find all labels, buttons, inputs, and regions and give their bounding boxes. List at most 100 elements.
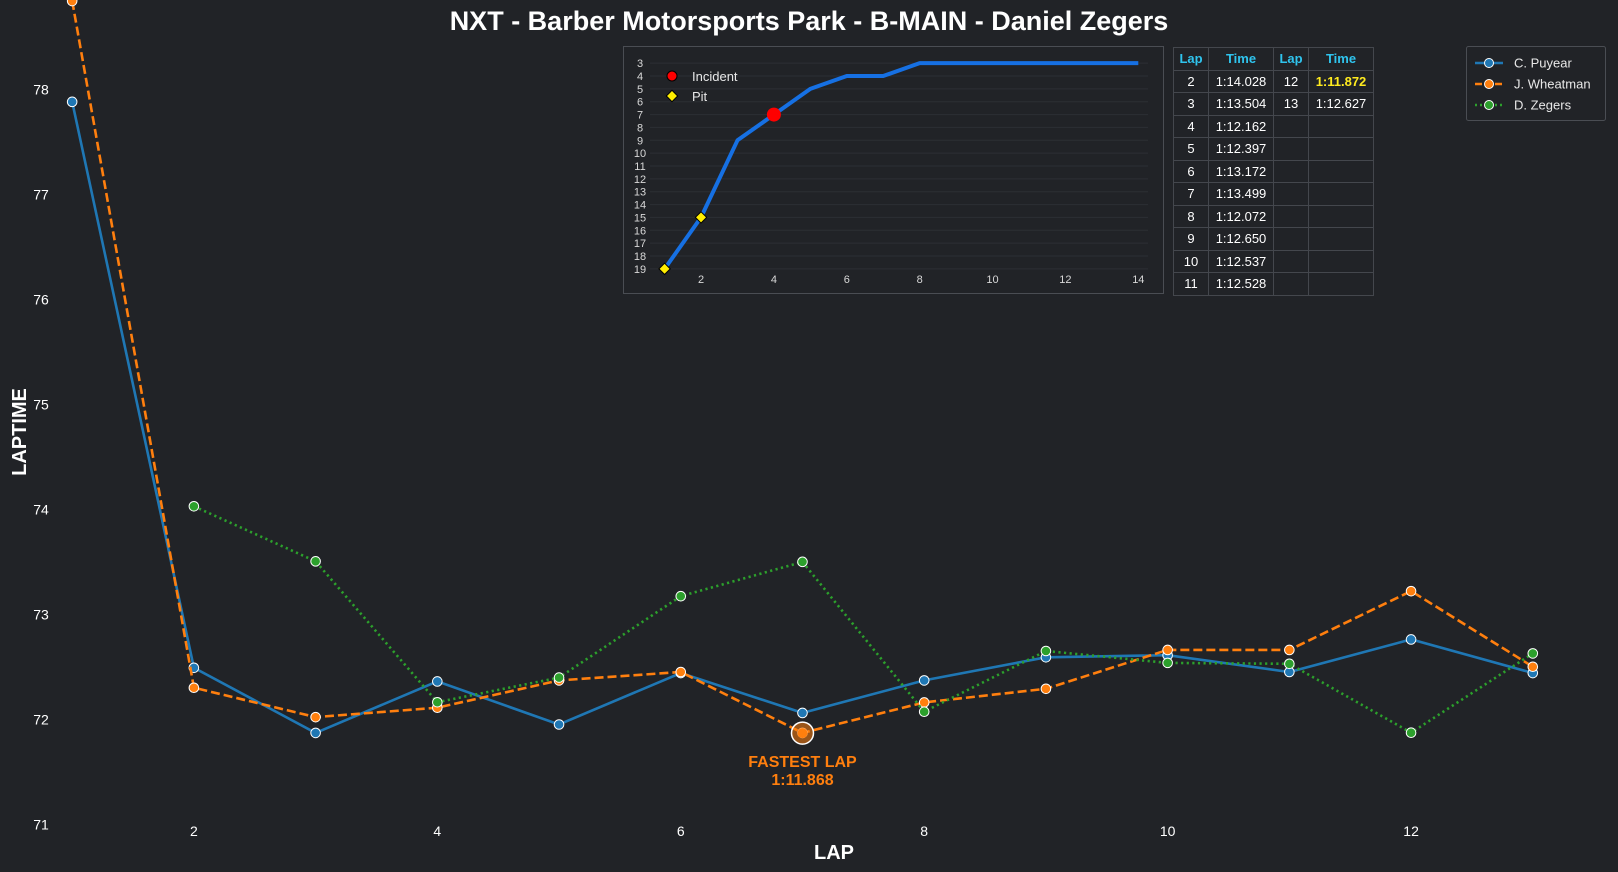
header-time-1: Time — [1208, 47, 1274, 71]
lap-number-cell: 9 — [1173, 227, 1209, 251]
lap-number-cell: 12 — [1273, 69, 1309, 93]
data-point — [188, 682, 200, 694]
incident-marker — [766, 107, 781, 122]
data-point — [432, 696, 443, 708]
fastest-lap-dot — [797, 728, 808, 739]
data-point — [432, 676, 443, 687]
lap-time-cell — [1308, 182, 1374, 206]
lap-number-cell — [1273, 137, 1309, 161]
lap-number-cell — [1273, 249, 1309, 273]
legend-entry-zegers: D. Zegers — [1475, 98, 1572, 113]
data-point — [675, 666, 687, 678]
lap-number-cell: 2 — [1173, 69, 1209, 93]
inset-y-tick-label: 6 — [637, 97, 643, 109]
inset-y-tick-label: 17 — [634, 238, 646, 250]
inset-y-tick-label: 10 — [634, 148, 646, 160]
lap-time-cell: 1:12.162 — [1208, 114, 1274, 138]
inset-position-series — [658, 61, 1139, 276]
legend-label-puyear: C. Puyear — [1514, 56, 1572, 71]
inset-y-tick-label: 7 — [637, 110, 643, 122]
lap-table-row: 5 1:12.397 — [1173, 137, 1374, 161]
y-tick-label: 75 — [33, 396, 49, 412]
y-tick-label: 71 — [33, 816, 49, 832]
lap-table-header: Lap Time Lap Time — [1173, 47, 1374, 71]
lap-number-cell: 5 — [1173, 137, 1209, 161]
lap-number-cell — [1273, 272, 1309, 296]
data-point — [66, 0, 78, 7]
main-series-group — [66, 0, 1539, 739]
x-tick-label: 4 — [433, 823, 441, 839]
lap-table-row: 11 1:12.528 — [1173, 272, 1374, 296]
inset-y-tick-label: 5 — [637, 84, 643, 96]
inset-x-tick-label: 8 — [917, 274, 923, 286]
data-point — [1162, 644, 1173, 656]
inset-x-tick-label: 2 — [698, 274, 704, 286]
lap-table-row: 6 1:13.172 — [1173, 159, 1374, 183]
lap-number-cell: 8 — [1173, 204, 1209, 228]
header-lap-1: Lap — [1173, 47, 1209, 71]
data-point — [310, 727, 321, 739]
data-point — [675, 590, 687, 602]
data-point — [1405, 634, 1417, 645]
data-point — [1284, 644, 1295, 656]
main-legend: C. Puyear J. Wheatman D. Zegers — [1466, 46, 1606, 121]
inset-y-tick-label: 8 — [637, 122, 643, 134]
lap-number-cell: 3 — [1173, 92, 1209, 116]
data-point — [553, 672, 565, 683]
lap-number-cell — [1273, 114, 1309, 138]
legend-frame — [1466, 46, 1606, 121]
lap-number-cell: 13 — [1273, 92, 1309, 116]
fastest-lap-label: FASTEST LAP — [748, 754, 857, 771]
data-point — [918, 675, 930, 686]
lap-table-row: 8 1:12.072 — [1173, 204, 1374, 228]
lap-table-row: 9 1:12.650 — [1173, 227, 1374, 251]
x-tick-label: 2 — [190, 823, 198, 839]
x-tick-label: 10 — [1160, 823, 1176, 839]
lap-time-cell: 1:12.650 — [1208, 227, 1274, 251]
data-point — [1527, 661, 1539, 673]
inset-y-tick-label: 3 — [637, 58, 643, 70]
inset-legend: Incident Pit — [665, 69, 738, 104]
legend-label-zegers: D. Zegers — [1514, 98, 1572, 113]
lap-table-row: 3 1:13.504 13 1:12.627 — [1173, 92, 1374, 116]
lap-time-cell: 1:12.397 — [1208, 137, 1274, 161]
header-time-2: Time — [1308, 47, 1374, 71]
inset-y-tick-label: 11 — [634, 161, 645, 173]
lap-number-cell: 10 — [1173, 249, 1209, 273]
inset-frame — [623, 46, 1164, 294]
x-tick-label: 6 — [677, 823, 685, 839]
inset-y-tick-label: 18 — [634, 251, 646, 263]
data-point — [1162, 657, 1173, 669]
y-axis-label: LAPTIME — [9, 388, 31, 476]
lap-table-row: 10 1:12.537 — [1173, 249, 1374, 273]
y-tick-label: 72 — [33, 711, 49, 727]
lap-time-cell: 1:12.627 — [1308, 92, 1374, 116]
data-point — [918, 706, 930, 717]
incident-legend-icon — [666, 70, 678, 82]
pit-legend-label: Pit — [692, 89, 708, 104]
lap-time-cell — [1308, 272, 1374, 296]
legend-label-wheatman: J. Wheatman — [1514, 77, 1591, 92]
data-point — [1405, 727, 1417, 738]
lap-time-cell: 1:13.172 — [1208, 159, 1274, 183]
pit-marker — [694, 211, 708, 224]
lap-time-cell — [1308, 249, 1374, 273]
inset-x-tick-label: 4 — [771, 274, 777, 286]
data-point — [310, 711, 321, 723]
lap-number-cell — [1273, 204, 1309, 228]
y-tick-label: 78 — [33, 81, 49, 97]
chart-title: NXT - Barber Motorsports Park - B-MAIN -… — [450, 6, 1169, 36]
x-tick-label: 8 — [920, 823, 928, 839]
y-tick-label: 77 — [33, 186, 49, 202]
inset-x-tick-label: 14 — [1132, 274, 1144, 286]
legend-entry-wheatman: J. Wheatman — [1475, 77, 1591, 92]
lap-time-cell — [1308, 137, 1374, 161]
inset-y-tick-label: 15 — [634, 212, 646, 224]
inset-y-tick-label: 4 — [637, 71, 643, 83]
lap-time-cell: 1:14.028 — [1208, 69, 1274, 93]
lap-number-cell: 4 — [1173, 114, 1209, 138]
inset-y-tick-label: 16 — [634, 225, 646, 237]
inset-y-tick-label: 12 — [634, 174, 646, 186]
y-tick-label: 74 — [33, 501, 49, 517]
